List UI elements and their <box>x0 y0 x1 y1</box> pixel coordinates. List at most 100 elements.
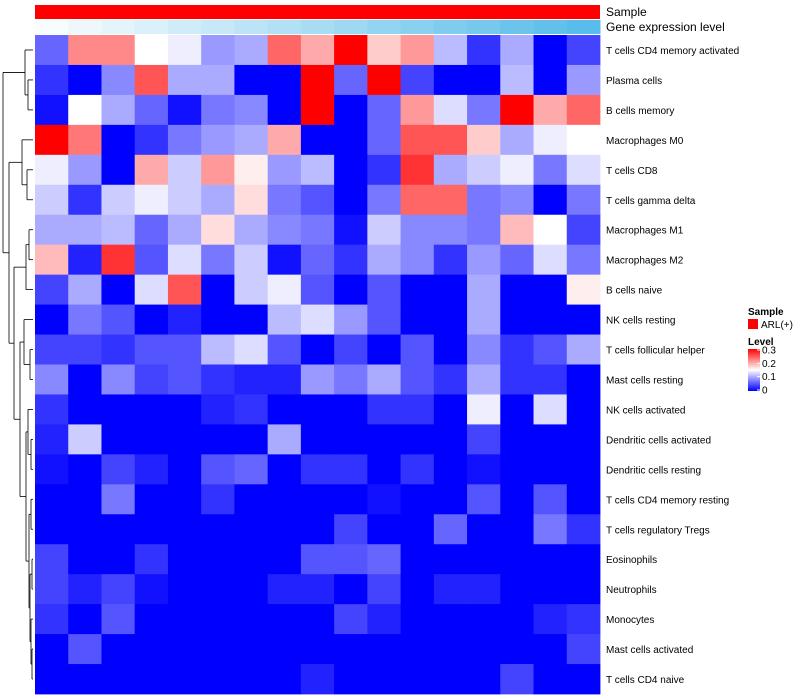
heatmap-cell <box>68 214 102 246</box>
heatmap-cell <box>101 94 136 126</box>
heatmap-cells <box>35 35 601 695</box>
heatmap-cell <box>201 544 235 575</box>
heatmap-cell <box>101 544 136 575</box>
heatmap-cell <box>500 214 534 246</box>
heatmap-cell <box>35 184 69 216</box>
heatmap-cell <box>533 574 568 605</box>
heatmap-cell <box>101 214 136 246</box>
heatmap-cell <box>267 244 302 276</box>
heatmap-cell <box>68 184 102 216</box>
heatmap-cell <box>201 664 235 695</box>
heatmap-cell <box>267 574 302 605</box>
heatmap-cell <box>500 394 534 425</box>
heatmap-cell <box>167 424 202 455</box>
heatmap-cell <box>566 64 601 96</box>
heatmap-cell <box>533 424 568 455</box>
heatmap-cell <box>300 64 335 96</box>
legend-sample-swatch <box>748 319 758 329</box>
heatmap-cell <box>533 244 568 276</box>
heatmap-cell <box>68 154 102 186</box>
heatmap-cell <box>201 484 235 515</box>
heatmap-cell <box>101 364 136 395</box>
heatmap-cell <box>68 35 102 66</box>
heatmap-cell <box>367 604 401 635</box>
heatmap-cell <box>35 94 69 126</box>
heatmap-cell <box>167 274 202 305</box>
heatmap-cell <box>400 634 435 665</box>
heatmap-cell <box>400 394 435 425</box>
heatmap-cell <box>400 544 435 575</box>
heatmap-cell <box>467 304 501 335</box>
heatmap-cell <box>167 124 202 156</box>
heatmap-cell <box>566 634 601 665</box>
heatmap-cell <box>101 424 136 455</box>
heatmap-cell <box>334 64 368 96</box>
heatmap-cell <box>267 94 302 126</box>
legend-tick-label: 0 <box>762 386 768 397</box>
heatmap-cell <box>267 35 302 66</box>
heatmap-cell <box>68 424 102 455</box>
heatmap-cell <box>101 484 136 515</box>
heatmap-cell <box>234 304 269 335</box>
heatmap-cell <box>201 604 235 635</box>
gene-expression-cell <box>467 20 501 34</box>
heatmap-cell <box>367 424 401 455</box>
heatmap-cell <box>101 394 136 425</box>
heatmap-cell <box>500 184 534 216</box>
heatmap-cell <box>68 274 102 305</box>
row-label: T cells CD4 memory activated <box>606 46 739 57</box>
heatmap-cell <box>334 214 368 246</box>
heatmap-cell <box>101 334 136 365</box>
heatmap-cell <box>68 604 102 635</box>
heatmap-cell <box>68 364 102 395</box>
heatmap-cell <box>533 64 568 96</box>
heatmap-cell <box>367 274 401 305</box>
heatmap-cell <box>234 214 269 246</box>
heatmap-cell <box>566 424 601 455</box>
heatmap-cell <box>467 274 501 305</box>
heatmap-cell <box>234 664 269 695</box>
heatmap-cell <box>334 304 368 335</box>
heatmap-cell <box>134 544 169 575</box>
heatmap-cell <box>433 484 468 515</box>
heatmap-cell <box>134 124 169 156</box>
heatmap-cell <box>68 634 102 665</box>
gene-expression-cell <box>500 20 535 34</box>
heatmap-cell <box>267 154 302 186</box>
heatmap-cell <box>367 35 401 66</box>
heatmap-cell <box>533 94 568 126</box>
heatmap-cell <box>201 94 235 126</box>
legend-level-title: Level <box>748 337 774 348</box>
heatmap-cell <box>134 214 169 246</box>
heatmap-cell <box>101 154 136 186</box>
heatmap-cell <box>566 514 601 545</box>
gene-expression-cell <box>267 20 302 34</box>
heatmap-cell <box>267 604 302 635</box>
heatmap-cell <box>500 154 534 186</box>
heatmap-cell <box>134 364 169 395</box>
heatmap-cell <box>201 634 235 665</box>
heatmap-cell <box>201 244 235 276</box>
heatmap-cell <box>201 214 235 246</box>
heatmap-cell <box>500 124 534 156</box>
heatmap-cell <box>234 35 269 66</box>
row-label: B cells naive <box>606 286 663 297</box>
heatmap-cell <box>467 184 501 216</box>
heatmap-cell <box>400 64 435 96</box>
heatmap-cell <box>467 124 501 156</box>
heatmap-cell <box>167 364 202 395</box>
heatmap-cell <box>367 154 401 186</box>
heatmap-cell <box>35 35 69 66</box>
heatmap-cell <box>234 184 269 216</box>
heatmap-cell <box>234 514 269 545</box>
heatmap-cell <box>234 244 269 276</box>
heatmap-cell <box>35 124 69 156</box>
heatmap-cell <box>566 184 601 216</box>
heatmap-cell <box>400 124 435 156</box>
heatmap-cell <box>300 634 335 665</box>
heatmap-cell <box>35 64 69 96</box>
heatmap-cell <box>367 514 401 545</box>
heatmap-cell <box>35 514 69 545</box>
heatmap-cell <box>433 634 468 665</box>
heatmap-cell <box>234 604 269 635</box>
